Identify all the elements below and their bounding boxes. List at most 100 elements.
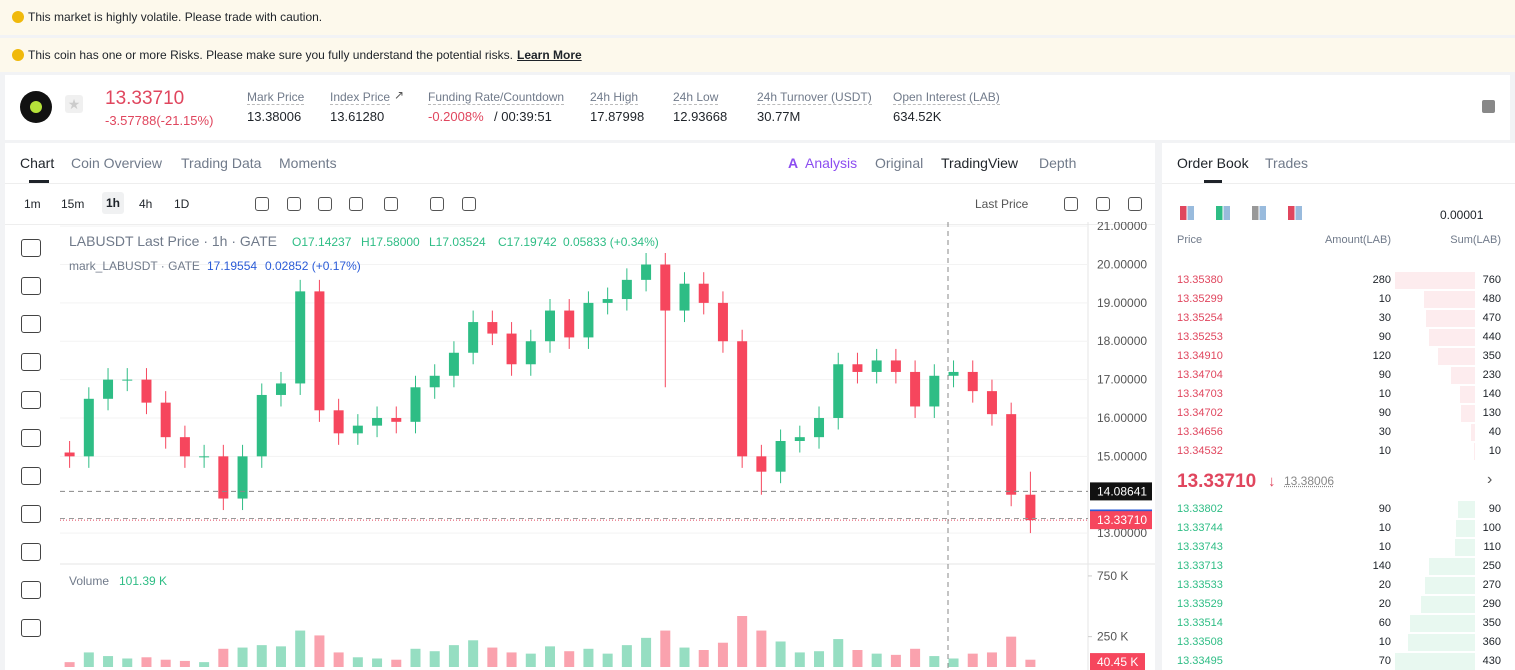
precision-select[interactable]: 0.00001 — [1440, 208, 1484, 222]
book-price: 13.33508 — [1177, 636, 1223, 648]
interval-button[interactable]: 1D — [174, 197, 190, 211]
y-tick-label: 19.00000 — [1097, 296, 1147, 310]
book-tab[interactable]: Order Book — [1177, 155, 1249, 171]
ai-icon: A — [788, 155, 799, 171]
toolbar-icon[interactable] — [384, 197, 398, 211]
volume-bar — [583, 648, 594, 667]
drawing-tool[interactable] — [21, 239, 41, 257]
toolbar-icon[interactable] — [1128, 197, 1142, 211]
toolbar-icon[interactable] — [255, 197, 269, 211]
drawing-tool[interactable] — [21, 353, 41, 371]
volume-bar — [775, 641, 786, 667]
book-sum: 100 — [1482, 522, 1501, 534]
interval-button[interactable]: 15m — [61, 197, 85, 211]
volume-tick-label: 250 K — [1097, 630, 1128, 644]
drawing-tool[interactable] — [21, 315, 41, 333]
candle-body — [717, 302, 728, 342]
book-sum: 470 — [1482, 312, 1501, 324]
coin-logo[interactable] — [20, 91, 52, 123]
chart-tab[interactable]: Coin Overview — [71, 155, 163, 171]
favorite-star[interactable]: ★ — [65, 95, 83, 113]
notes-icon[interactable] — [1482, 100, 1495, 113]
price-type-dropdown[interactable]: Last Price — [975, 197, 1029, 211]
volume-bar — [237, 647, 248, 667]
candle-body — [506, 333, 517, 365]
candle-body — [602, 299, 613, 303]
candle-body — [910, 371, 921, 407]
candle-body — [256, 394, 267, 457]
volume-bar — [1006, 636, 1017, 667]
book-sum: 350 — [1482, 350, 1501, 362]
depth-bar — [1425, 310, 1475, 327]
candle-body — [179, 437, 190, 457]
interval-button[interactable]: 4h — [139, 197, 153, 211]
candle-body — [583, 302, 594, 338]
candle-body — [333, 410, 344, 434]
candle-body — [833, 364, 844, 418]
toolbar-icon[interactable] — [462, 197, 476, 211]
toolbar-icon[interactable] — [1064, 197, 1078, 211]
drawing-tool[interactable] — [21, 391, 41, 409]
view-tab[interactable]: TradingView — [941, 155, 1019, 171]
book-sum: 90 — [1488, 503, 1501, 515]
toolbar-icon[interactable] — [430, 197, 444, 211]
mark-price: 13.38006 — [1284, 474, 1335, 488]
mark-value: 17.19554 — [207, 259, 257, 273]
interval-button[interactable]: 1m — [24, 197, 41, 211]
volume-label-bg — [1090, 653, 1145, 670]
view-tab[interactable]: Original — [875, 155, 924, 171]
learn-more-link[interactable]: Learn More — [517, 48, 582, 62]
book-header: Sum(LAB) — [1450, 234, 1501, 246]
ohlc-value: C17.19742 — [498, 235, 557, 249]
candle-body — [679, 283, 690, 311]
book-tab[interactable]: Trades — [1265, 155, 1309, 171]
toolbar-icon[interactable] — [287, 197, 301, 211]
drawing-tool[interactable] — [21, 619, 41, 637]
stat-extra: / 00:39:51 — [494, 109, 552, 124]
view-tab[interactable]: Depth — [1039, 155, 1077, 171]
volume-bar — [179, 660, 190, 667]
drawing-tool[interactable] — [21, 467, 41, 485]
volume-bar — [83, 652, 94, 667]
chart-tab[interactable]: Trading Data — [181, 155, 262, 171]
candle-body — [352, 425, 363, 434]
expand-arrow[interactable]: › — [1487, 471, 1493, 488]
stat-label: 24h Low — [673, 90, 719, 105]
volume-bar — [698, 650, 709, 667]
drawing-tool[interactable] — [21, 277, 41, 295]
stat-value: 17.87998 — [590, 109, 645, 124]
book-price: 13.34704 — [1177, 369, 1223, 381]
volume-bar — [717, 642, 728, 667]
view-tab[interactable]: Analysis — [805, 155, 858, 171]
y-tick-label: 21.00000 — [1097, 222, 1147, 233]
toolbar-icon[interactable] — [318, 197, 332, 211]
layout-toggle[interactable] — [1288, 206, 1302, 220]
candle-body — [314, 291, 325, 411]
mark-value: 0.02852 (+0.17%) — [265, 259, 361, 273]
drawing-tool[interactable] — [21, 543, 41, 561]
book-amount: 90 — [1378, 503, 1391, 515]
candle-body — [429, 375, 440, 388]
stat-value: 13.38006 — [247, 109, 302, 124]
candle-body — [410, 387, 421, 422]
book-price: 13.34910 — [1177, 350, 1223, 362]
volume-bar — [948, 658, 959, 667]
chart-tab[interactable]: Chart — [20, 155, 55, 171]
toolbar-icon[interactable] — [1096, 197, 1110, 211]
book-amount: 10 — [1378, 388, 1391, 400]
layout-toggle[interactable] — [1180, 206, 1194, 220]
layout-toggle[interactable] — [1216, 206, 1230, 220]
drawing-tool[interactable] — [21, 581, 41, 599]
chart-tab[interactable]: Moments — [279, 155, 337, 171]
interval-button[interactable]: 1h — [102, 192, 125, 214]
stat-value: 30.77M — [757, 109, 801, 124]
drawing-tool[interactable] — [21, 505, 41, 523]
volume-bar — [1025, 659, 1036, 667]
book-amount: 30 — [1378, 426, 1391, 438]
stat-value: 13.61280 — [330, 109, 385, 124]
depth-bar — [1421, 596, 1475, 613]
layout-toggle[interactable] — [1252, 206, 1266, 220]
drawing-tool[interactable] — [21, 429, 41, 447]
warning-icon — [12, 11, 24, 23]
toolbar-icon[interactable] — [349, 197, 363, 211]
